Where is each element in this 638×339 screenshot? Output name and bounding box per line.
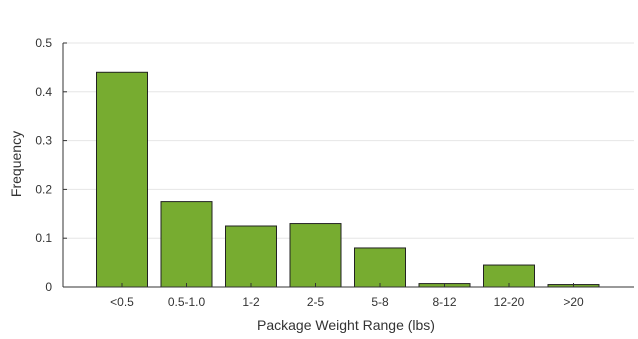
- bar: [160, 201, 213, 288]
- axes: [62, 42, 634, 288]
- x-tick-label: 1-2: [242, 295, 260, 309]
- bar: [225, 225, 277, 288]
- bar: [289, 223, 342, 288]
- y-tick-label: 0.3: [35, 134, 52, 148]
- x-tick-label: 5-8: [371, 295, 389, 309]
- x-tick-label: 8-12: [432, 295, 456, 309]
- x-tick-labels: <0.5 0.5-1.0 1-2 2-5 5-8 8-12 12-20 >20: [110, 295, 584, 309]
- y-axis-label: Frequency: [8, 131, 24, 197]
- y-tick-labels: 0 0.1 0.2 0.3 0.4 0.5: [35, 36, 52, 294]
- y-tick-label: 0.5: [35, 36, 52, 50]
- x-tick-label: <0.5: [110, 295, 134, 309]
- y-tick-label: 0.1: [35, 231, 52, 245]
- bar: [96, 71, 148, 288]
- bar: [354, 247, 406, 288]
- bars: [96, 71, 600, 288]
- x-axis-label: Package Weight Range (lbs): [257, 317, 435, 333]
- x-tick-label: >20: [563, 295, 584, 309]
- gridlines: [63, 42, 634, 239]
- y-tick-label: 0.4: [35, 85, 52, 99]
- x-tick-label: 0.5-1.0: [168, 295, 206, 309]
- y-tick-label: 0: [45, 280, 52, 294]
- x-tick-label: 12-20: [494, 295, 525, 309]
- x-tick-label: 2-5: [307, 295, 325, 309]
- y-tick-label: 0.2: [35, 182, 52, 196]
